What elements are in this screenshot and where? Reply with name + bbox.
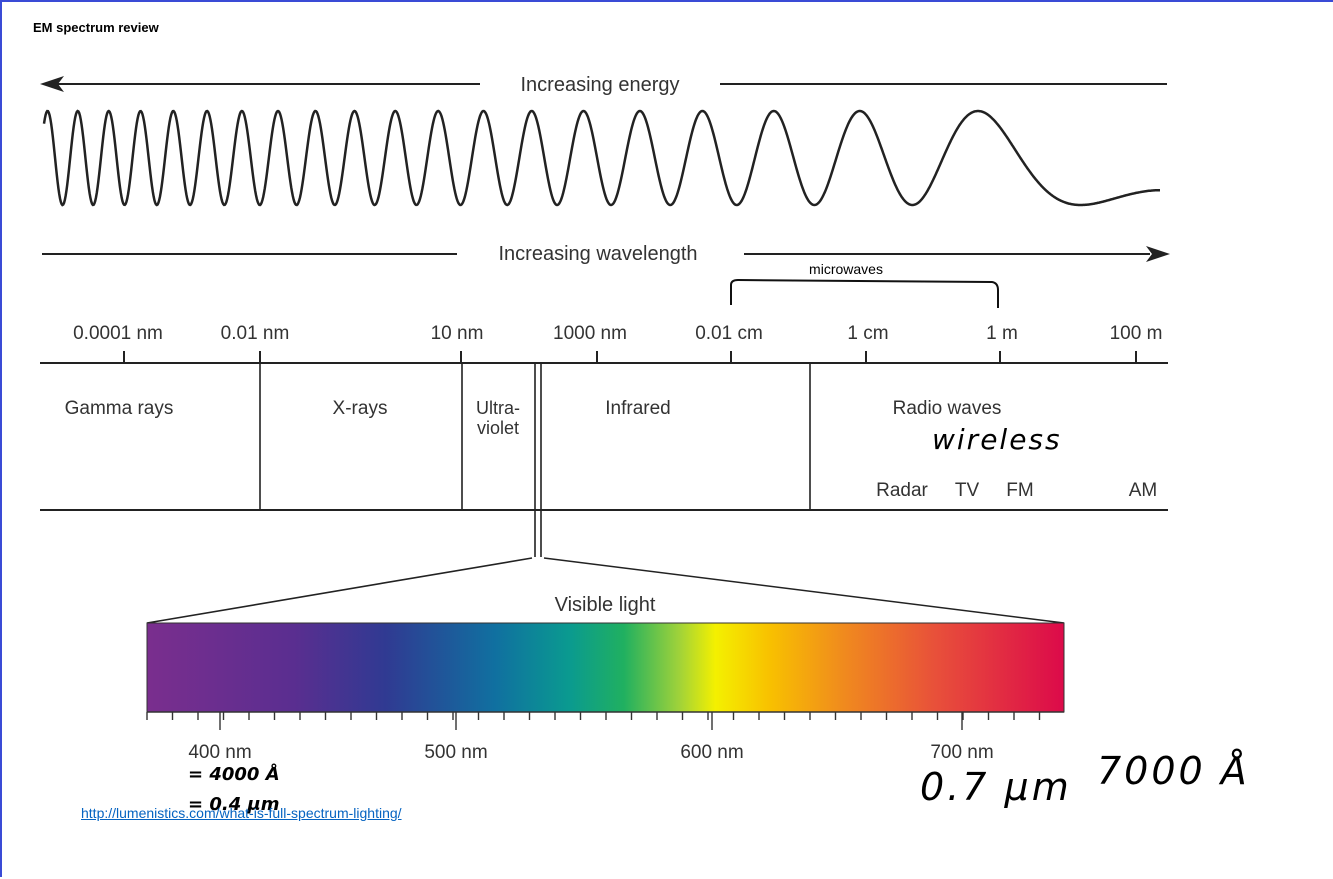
band-label-gamma: Gamma rays [65,398,174,419]
arrow-left-icon [40,76,64,92]
visible-light-label: Visible light [555,594,656,616]
band-label-tv: TV [955,480,980,501]
handwritten-7000-angstrom: 7000 Å [1097,749,1250,793]
handwritten-0.7-micron: 0.7 μm [920,765,1072,809]
visible-tick-label: 500 nm [424,742,487,763]
scale-tick-label: 0.0001 nm [73,323,163,344]
visible-tick-label: 600 nm [680,742,743,763]
handwritten-wireless: wireless [932,423,1062,456]
band-label-uv-2: violet [477,418,519,438]
handwritten-4000-angstrom: = 4000 Å [188,762,280,785]
scale-tick-label: 0.01 nm [221,323,290,344]
handwritten-0.4-micron: = 0.4 μm [188,794,280,815]
microwaves-label: microwaves [809,261,883,277]
scale-tick-label: 100 m [1110,323,1163,344]
band-label-fm: FM [1006,480,1033,501]
scale-tick-label: 0.01 cm [695,323,763,344]
energy-arrow [40,76,1167,92]
scale-tick-label: 1 m [986,323,1018,344]
scale-tick-label: 1000 nm [553,323,627,344]
band-label-radio: Radio waves [893,398,1002,419]
band-label-infrared: Infrared [605,398,670,419]
band-label-am: AM [1129,480,1158,501]
visible-spectrum-bar [146,622,1065,713]
visible-tick-label: 400 nm [188,742,251,763]
visible-tick-label: 700 nm [930,742,993,763]
em-wave [42,109,1160,207]
microwaves-bracket [730,278,999,308]
energy-arrow-label: Increasing energy [521,74,680,96]
band-label-xrays: X-rays [333,398,388,419]
visible-scale-axis [146,711,1064,730]
source-link[interactable]: http://lumenistics.com/what-is-full-spec… [81,805,402,821]
wavelength-arrow-label: Increasing wavelength [498,243,697,265]
page-title: EM spectrum review [33,20,159,35]
band-label-radar: Radar [876,480,928,501]
scale-tick-label: 10 nm [431,323,484,344]
visible-band-marker [146,363,1065,624]
wavelength-scale-axis [40,351,1168,511]
scale-tick-label: 1 cm [847,323,888,344]
arrow-right-icon [1146,246,1170,262]
band-label-uv-1: Ultra- [476,398,520,418]
wavelength-arrow [42,246,1170,262]
